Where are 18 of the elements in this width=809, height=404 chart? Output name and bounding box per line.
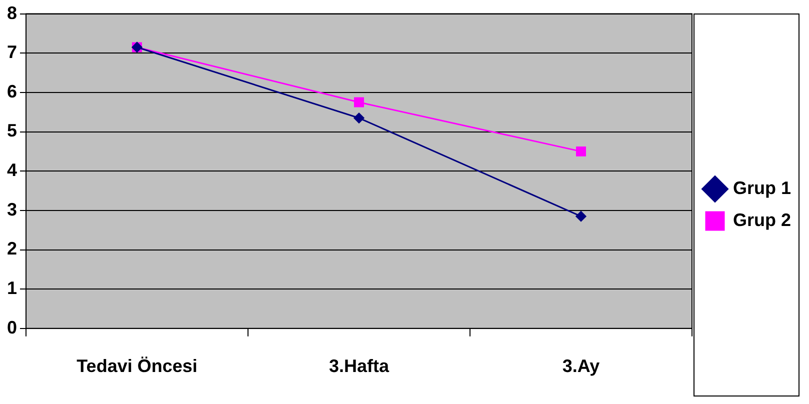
point [354,112,364,124]
y-tick-label: 0 [6,317,18,338]
y-tick-label: 2 [6,238,18,259]
x-tick-label: 3.Hafta [328,356,390,376]
point [576,146,586,156]
x-tick-label: Tedavi Öncesi [76,356,198,376]
point [354,97,364,108]
y-tick-label: 5 [6,120,18,141]
legend-label: Grup 1 [732,178,792,198]
y-tick-label: 3 [6,199,18,220]
y-tick-label: 4 [6,160,18,180]
point [576,211,586,222]
x-tick-label: 3.Ay [562,356,600,376]
y-tick-label: 1 [6,278,18,298]
legend-label: Grup 2 [732,210,792,230]
y-tick-label: 7 [6,42,18,62]
y-tick-label: 6 [6,81,18,102]
y-tick-label: 8 [6,2,18,23]
